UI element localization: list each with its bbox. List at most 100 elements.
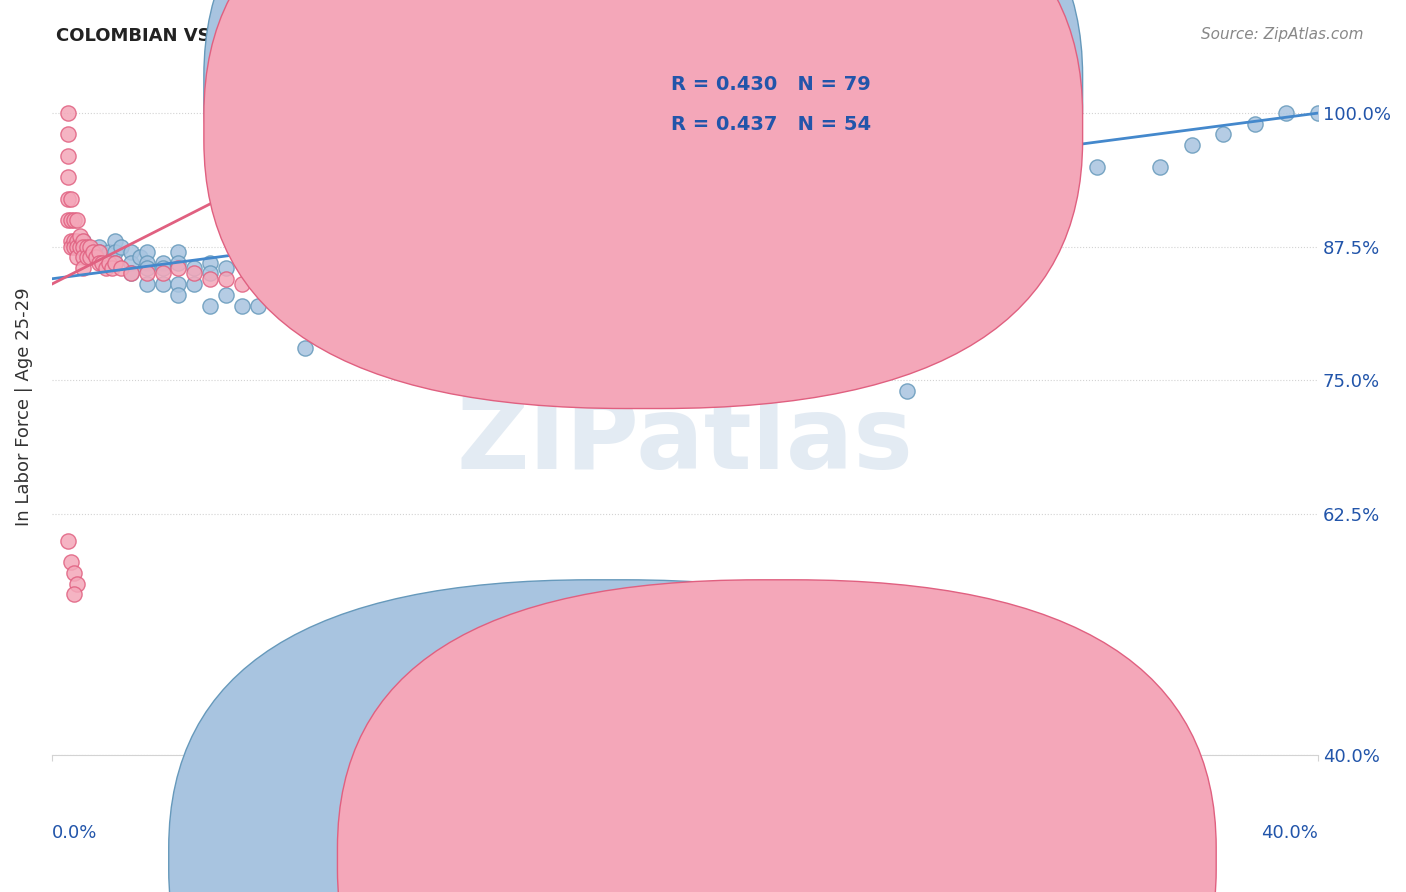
Point xyxy=(56,533,79,548)
Point xyxy=(278,277,301,292)
Point xyxy=(120,245,142,260)
Point xyxy=(94,261,117,276)
Point xyxy=(183,261,205,276)
Point xyxy=(325,261,347,276)
Point xyxy=(231,277,253,292)
Point xyxy=(246,261,269,276)
Point xyxy=(183,277,205,292)
Point xyxy=(453,320,475,334)
Point xyxy=(579,288,602,302)
Point xyxy=(56,192,79,206)
Point xyxy=(66,213,89,227)
Point xyxy=(82,245,104,260)
Point xyxy=(1212,128,1234,142)
Point xyxy=(262,261,284,276)
Point xyxy=(516,277,538,292)
Point xyxy=(167,288,190,302)
Point xyxy=(1149,160,1171,174)
Point xyxy=(76,240,98,254)
Point xyxy=(59,555,82,569)
Point xyxy=(104,256,127,270)
Point xyxy=(152,256,174,270)
Point xyxy=(72,245,94,260)
Point xyxy=(1243,117,1265,131)
Point xyxy=(152,277,174,292)
Point xyxy=(89,245,111,260)
Point xyxy=(104,245,127,260)
Point xyxy=(84,251,107,265)
Point xyxy=(56,106,79,120)
Point xyxy=(1022,160,1045,174)
Text: 0.0%: 0.0% xyxy=(52,824,97,842)
Point xyxy=(373,277,395,292)
Point xyxy=(215,288,238,302)
Point xyxy=(294,277,316,292)
Point xyxy=(610,288,633,302)
Point xyxy=(167,256,190,270)
Point xyxy=(231,299,253,313)
Point xyxy=(198,299,221,313)
Point xyxy=(484,277,506,292)
Text: Colombians: Colombians xyxy=(633,849,730,867)
Point xyxy=(152,267,174,281)
Point xyxy=(357,256,380,270)
Point xyxy=(167,261,190,276)
Point xyxy=(135,277,157,292)
Point xyxy=(246,299,269,313)
Point xyxy=(198,272,221,286)
Point xyxy=(79,251,101,265)
Point xyxy=(66,251,89,265)
Point xyxy=(72,251,94,265)
Point xyxy=(1308,106,1330,120)
Point xyxy=(167,245,190,260)
Point xyxy=(198,256,221,270)
Point xyxy=(325,299,347,313)
Text: ZIPatlas: ZIPatlas xyxy=(457,393,914,491)
Point xyxy=(56,149,79,163)
Point xyxy=(1275,106,1298,120)
Point xyxy=(63,213,86,227)
Point xyxy=(420,299,443,313)
Point xyxy=(72,235,94,249)
Point xyxy=(294,256,316,270)
Point xyxy=(309,277,332,292)
Text: Immigrants from Singapore: Immigrants from Singapore xyxy=(801,849,1029,867)
Text: COLOMBIAN VS IMMIGRANTS FROM SINGAPORE IN LABOR FORCE | AGE 25-29 CORRELATION CH: COLOMBIAN VS IMMIGRANTS FROM SINGAPORE I… xyxy=(56,27,1059,45)
Point xyxy=(63,566,86,580)
Point xyxy=(59,213,82,227)
Point xyxy=(357,277,380,292)
Text: Source: ZipAtlas.com: Source: ZipAtlas.com xyxy=(1201,27,1364,42)
Point xyxy=(342,277,364,292)
Point xyxy=(59,235,82,249)
Point xyxy=(1180,138,1202,153)
Point xyxy=(547,277,569,292)
Point xyxy=(101,261,124,276)
Point xyxy=(135,245,157,260)
Point xyxy=(97,256,120,270)
Point xyxy=(183,267,205,281)
Text: 40.0%: 40.0% xyxy=(1261,824,1319,842)
Point xyxy=(76,251,98,265)
Point xyxy=(72,240,94,254)
Point xyxy=(896,384,918,398)
Point xyxy=(72,261,94,276)
Point xyxy=(56,170,79,185)
Point xyxy=(91,256,114,270)
Point xyxy=(737,235,759,249)
Point xyxy=(56,128,79,142)
Point xyxy=(152,261,174,276)
Point xyxy=(104,256,127,270)
Point xyxy=(72,240,94,254)
Point xyxy=(484,330,506,344)
Point xyxy=(59,192,82,206)
Point xyxy=(215,272,238,286)
Point xyxy=(357,299,380,313)
Point xyxy=(388,267,411,281)
Point xyxy=(89,256,111,270)
Point xyxy=(89,245,111,260)
Point xyxy=(388,299,411,313)
Point xyxy=(66,576,89,591)
Point xyxy=(69,240,91,254)
Point xyxy=(129,251,152,265)
Point xyxy=(832,224,855,238)
